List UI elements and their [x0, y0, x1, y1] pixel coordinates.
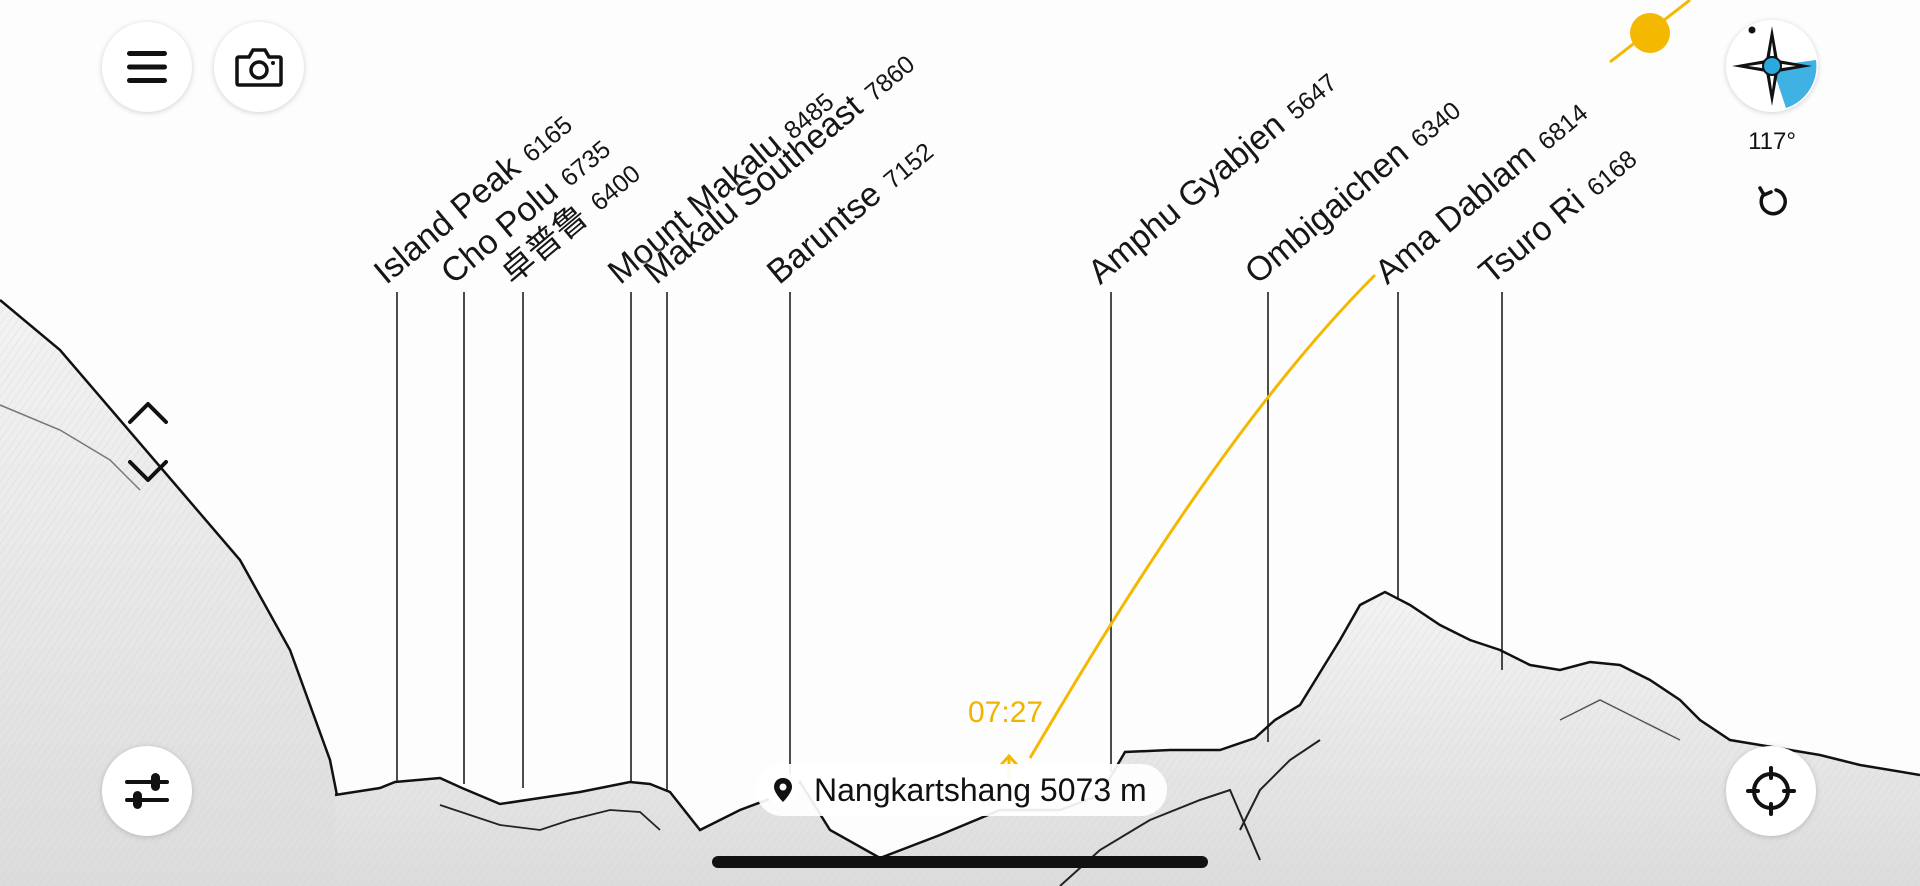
- home-indicator[interactable]: [712, 856, 1208, 868]
- chevron-down-icon[interactable]: [126, 456, 170, 486]
- chevron-up-icon[interactable]: [126, 398, 170, 428]
- sun-icon: [1630, 13, 1670, 53]
- camera-icon: [235, 48, 283, 87]
- compass-icon: [1732, 26, 1817, 108]
- sunrise-time: 07:27: [968, 696, 1044, 729]
- camera-button[interactable]: [214, 22, 304, 112]
- reset-icon[interactable]: [1752, 182, 1792, 222]
- settings-button[interactable]: [102, 746, 192, 836]
- compass-button[interactable]: [1726, 20, 1818, 112]
- compass-heading: 117°: [1748, 128, 1796, 155]
- menu-icon: [127, 51, 167, 83]
- sun-path: [1028, 273, 1377, 759]
- recenter-icon: [1746, 766, 1796, 816]
- location-pin-icon: [766, 773, 800, 807]
- settings-sliders-icon: [125, 773, 169, 809]
- recenter-button[interactable]: [1726, 746, 1816, 836]
- location-pill[interactable]: Nangkartshang 5073 m: [756, 764, 1167, 816]
- location-name: Nangkartshang 5073 m: [814, 771, 1147, 808]
- menu-button[interactable]: [102, 22, 192, 112]
